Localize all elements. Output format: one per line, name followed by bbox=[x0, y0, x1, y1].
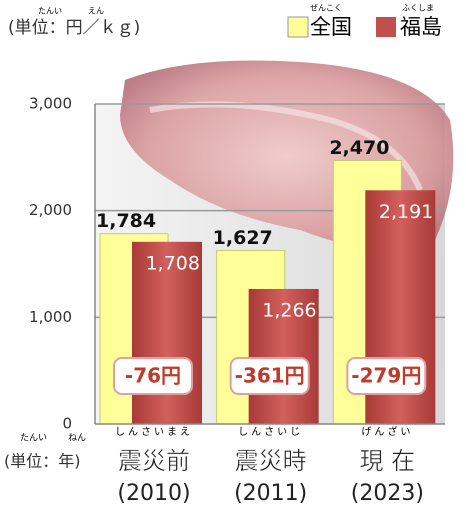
unit-reading: たんい bbox=[20, 433, 47, 444]
annotation: -279円 bbox=[351, 364, 421, 388]
y-tick-label: 2,000 bbox=[29, 201, 72, 219]
annotation-box bbox=[113, 357, 193, 395]
value-label: 1,266 bbox=[262, 299, 316, 321]
y-tick-label: 0 bbox=[62, 415, 72, 433]
value-label: 1,627 bbox=[213, 227, 273, 249]
x-tick-label: 震災時 bbox=[235, 447, 307, 475]
x-tick-label: 現 在 bbox=[360, 447, 416, 475]
legend-swatch bbox=[376, 17, 396, 37]
annotation-box bbox=[229, 357, 310, 395]
category-year: (2023) bbox=[351, 481, 424, 506]
y-tick-label: 3,000 bbox=[29, 95, 72, 113]
bar bbox=[248, 288, 319, 424]
category-reading: しんさいまえ bbox=[115, 426, 193, 438]
x-tick-label: 震災前 bbox=[118, 447, 190, 475]
annotation: -361円 bbox=[235, 364, 305, 388]
annotation: -76円 bbox=[125, 364, 181, 388]
unit-reading: ねん bbox=[68, 433, 86, 444]
unit-reading: たんい bbox=[38, 7, 62, 16]
x-unit: (単位：年) bbox=[4, 452, 81, 471]
legend-label: 全国 bbox=[310, 15, 352, 39]
legend-swatch bbox=[287, 16, 309, 38]
annotation-box bbox=[346, 357, 427, 395]
legend-label: 福島 bbox=[400, 15, 442, 39]
category-year: (2010) bbox=[117, 481, 190, 506]
legend-reading: ふくしま bbox=[402, 4, 434, 13]
category-reading: しんさいじ bbox=[238, 426, 303, 438]
value-label: 1,708 bbox=[146, 252, 200, 274]
category-year: (2011) bbox=[234, 481, 307, 506]
y-tick-label: 1,000 bbox=[29, 308, 72, 326]
category-reading: げんざい bbox=[361, 425, 413, 438]
value-label: 2,470 bbox=[329, 137, 389, 159]
y-unit: (単位：円／ｋｇ) bbox=[8, 18, 140, 38]
value-label: 2,191 bbox=[379, 201, 433, 223]
value-label: 1,784 bbox=[96, 210, 156, 232]
unit-reading: えん bbox=[88, 7, 104, 16]
legend-reading: ぜんこく bbox=[310, 4, 342, 13]
